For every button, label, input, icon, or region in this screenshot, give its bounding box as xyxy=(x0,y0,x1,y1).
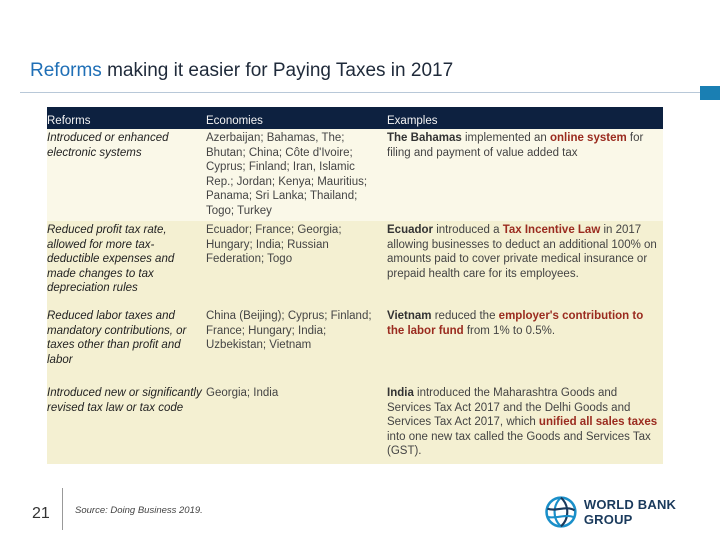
header-reforms: Reforms xyxy=(47,115,91,127)
header-economies: Economies xyxy=(206,115,263,127)
economies-cell: Ecuador; France; Georgia; Hungary; India… xyxy=(206,224,342,266)
table-row: Reduced labor taxes and mandatory contri… xyxy=(47,307,663,384)
example-cell: Vietnam reduced the employer's contribut… xyxy=(387,309,663,338)
edge-accent-bar xyxy=(700,86,720,100)
reform-cell: Introduced new or significantly revised … xyxy=(47,387,202,414)
example-highlight: employer's contribution to the labor fun… xyxy=(387,310,644,337)
reform-cell: Reduced labor taxes and mandatory contri… xyxy=(47,310,187,366)
example-text: from 1% to 0.5%. xyxy=(463,324,556,337)
example-cell: Ecuador introduced a Tax Incentive Law i… xyxy=(387,223,663,281)
footer-divider xyxy=(62,488,63,530)
example-cell: India introduced the Maharashtra Goods a… xyxy=(387,386,663,459)
example-country: India xyxy=(387,387,414,399)
logo-text: WORLD BANK GROUP xyxy=(583,497,677,527)
table-header-band xyxy=(47,107,663,129)
header-examples: Examples xyxy=(387,115,438,127)
source-note: Source: Doing Business 2019. xyxy=(75,505,203,516)
table-row: Reduced profit tax rate, allowed for mor… xyxy=(47,221,663,307)
reform-cell: Introduced or enhanced electronic system… xyxy=(47,132,169,159)
page-title: Reforms making it easier for Paying Taxe… xyxy=(30,60,453,82)
example-text: introduced a xyxy=(433,224,503,236)
example-text: into one new tax called the Goods and Se… xyxy=(387,430,651,458)
table-row: Introduced new or significantly revised … xyxy=(47,384,663,464)
economies-cell: Azerbaijan; Bahamas, The; Bhutan; China;… xyxy=(206,132,368,217)
page-number: 21 xyxy=(32,505,50,522)
example-cell: The Bahamas implemented an online system… xyxy=(387,131,663,160)
example-country: Vietnam xyxy=(387,310,432,322)
example-text: in 2017 allowing businesses to deduct an… xyxy=(387,224,657,280)
world-bank-logo: WORLD BANK GROUP xyxy=(544,494,720,530)
title-rest: making it easier for Paying Taxes in 201… xyxy=(101,60,454,81)
example-highlight: Tax Incentive Law xyxy=(502,224,601,236)
example-country: Ecuador xyxy=(387,224,434,236)
economies-cell: China (Beijing); Cyprus; Finland; France… xyxy=(206,310,372,352)
economies-cell: Georgia; India xyxy=(206,387,279,399)
table-header-row: Reforms Economies Examples xyxy=(47,115,663,129)
title-divider xyxy=(20,92,720,93)
example-text: implemented an xyxy=(461,132,550,144)
reform-cell: Reduced profit tax rate, allowed for mor… xyxy=(47,224,175,295)
globe-icon xyxy=(545,496,577,528)
example-text: for filing and payment of value added ta… xyxy=(387,132,644,159)
example-highlight: unified all sales taxes xyxy=(538,416,658,429)
example-highlight: online system xyxy=(550,132,627,144)
example-text: reduced the xyxy=(431,310,499,322)
example-country: The Bahamas xyxy=(387,132,462,144)
table-row: Introduced or enhanced electronic system… xyxy=(47,129,663,236)
example-text: introduced the Maharashtra Goods and Ser… xyxy=(387,387,631,429)
title-accent: Reforms xyxy=(30,60,102,81)
